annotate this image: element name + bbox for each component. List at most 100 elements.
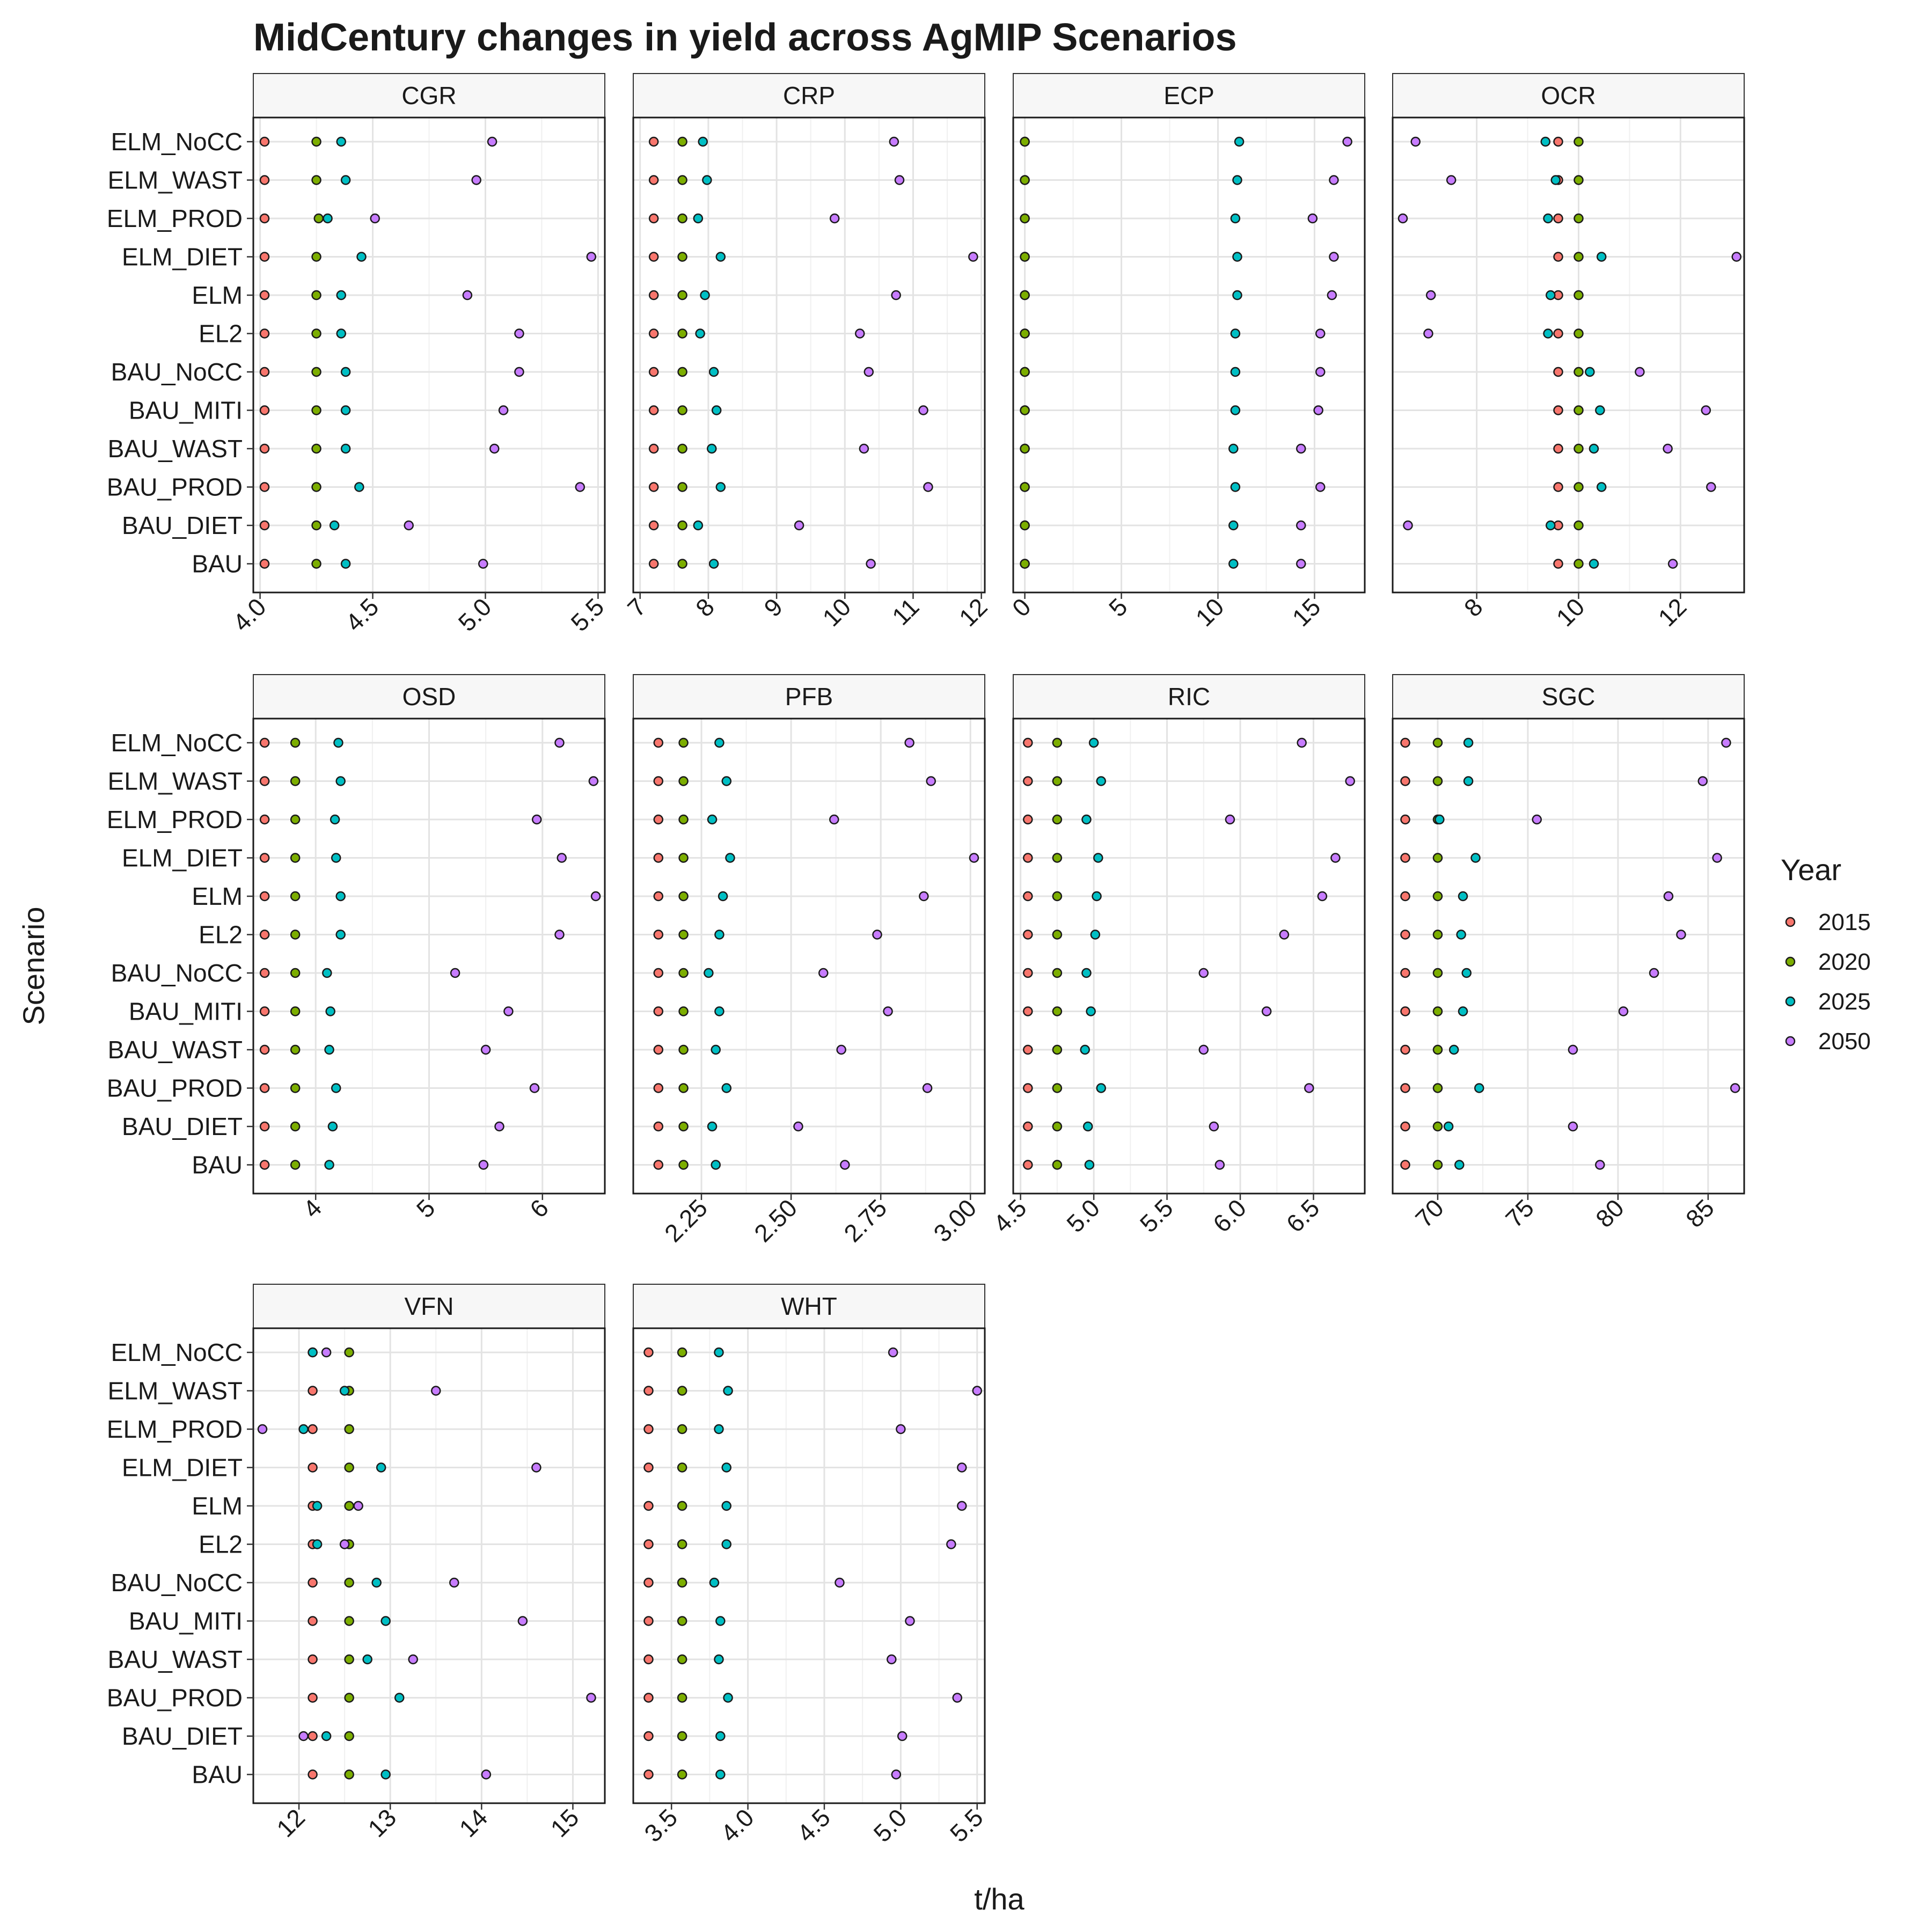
- point-2015: [308, 1577, 318, 1588]
- y-tick-label: BAU_MITI: [129, 998, 243, 1026]
- point-2025: [331, 853, 341, 863]
- facet-strip: [633, 1284, 985, 1329]
- point-2015: [1400, 737, 1410, 748]
- point-2050: [1329, 175, 1339, 185]
- point-2025: [321, 1731, 332, 1741]
- point-2050: [923, 482, 933, 492]
- point-2050: [946, 1539, 956, 1549]
- point-2015: [1023, 776, 1033, 786]
- point-2025: [698, 136, 708, 147]
- point-2025: [298, 1424, 309, 1435]
- point-2050: [1701, 405, 1711, 415]
- point-2025: [711, 1160, 721, 1170]
- point-2020: [678, 1083, 689, 1093]
- point-2025: [308, 1347, 318, 1358]
- point-2050: [554, 737, 565, 748]
- point-2050: [408, 1654, 418, 1665]
- point-2025: [1230, 405, 1241, 415]
- point-2025: [714, 1424, 724, 1435]
- point-2050: [498, 405, 509, 415]
- point-2025: [721, 1501, 731, 1511]
- data-points: [259, 737, 601, 1170]
- y-tick-label: ELM_PROD: [107, 806, 243, 833]
- point-2025: [718, 891, 728, 902]
- facet-label: OSD: [402, 683, 456, 711]
- point-2015: [1023, 1044, 1033, 1055]
- point-2050: [1532, 814, 1542, 825]
- point-2025: [354, 482, 364, 492]
- point-2050: [531, 814, 542, 825]
- point-2020: [344, 1501, 354, 1511]
- y-axis-title: Scenario: [17, 906, 50, 1025]
- point-2025: [324, 1044, 334, 1055]
- point-2015: [1023, 968, 1033, 978]
- point-2020: [677, 175, 687, 185]
- point-2020: [1052, 930, 1063, 940]
- y-tick-label: BAU_MITI: [129, 1607, 243, 1635]
- point-2020: [1052, 1044, 1063, 1055]
- point-2050: [1712, 853, 1722, 863]
- facet-strip: [1013, 73, 1365, 118]
- point-2050: [1315, 328, 1326, 339]
- point-2020: [1020, 328, 1030, 339]
- point-2050: [793, 1121, 803, 1132]
- y-tick-label: ELM_WAST: [108, 1377, 243, 1405]
- point-2015: [653, 1083, 664, 1093]
- point-2050: [1329, 252, 1339, 262]
- facet-strip: [1392, 674, 1745, 719]
- point-2025: [1463, 737, 1474, 748]
- point-2015: [643, 1424, 654, 1435]
- point-2050: [889, 136, 899, 147]
- point-2015: [648, 136, 659, 147]
- point-2020: [311, 175, 321, 185]
- panel-border: [1392, 116, 1745, 594]
- point-2020: [678, 737, 689, 748]
- point-2025: [1435, 814, 1445, 825]
- point-2020: [677, 1577, 687, 1588]
- point-2050: [855, 328, 865, 339]
- point-2015: [1553, 367, 1563, 377]
- point-2025: [1086, 1006, 1096, 1016]
- point-2050: [529, 1083, 540, 1093]
- point-2025: [1082, 1121, 1093, 1132]
- point-2015: [1023, 891, 1033, 902]
- point-2015: [1553, 252, 1563, 262]
- point-2020: [677, 482, 687, 492]
- point-2025: [1546, 290, 1556, 301]
- chart-title: MidCentury changes in yield across AgMIP…: [253, 16, 1237, 59]
- x-axis-title: t/ha: [974, 1882, 1024, 1916]
- point-2050: [1297, 737, 1307, 748]
- point-2015: [1400, 1006, 1410, 1016]
- point-2025: [1474, 1083, 1484, 1093]
- point-2020: [677, 1693, 687, 1703]
- point-2015: [1553, 405, 1563, 415]
- point-2025: [330, 814, 340, 825]
- point-2025: [1090, 930, 1101, 940]
- point-2025: [335, 930, 346, 940]
- point-2050: [904, 737, 914, 748]
- facet-label: WHT: [781, 1292, 837, 1320]
- gridlines: [253, 1328, 605, 1803]
- y-tick-label: BAU: [192, 550, 243, 578]
- point-2050: [1225, 814, 1235, 825]
- point-2020: [1432, 1083, 1443, 1093]
- point-2015: [648, 367, 659, 377]
- point-2020: [677, 213, 687, 224]
- point-2015: [648, 559, 659, 569]
- point-2020: [290, 1083, 301, 1093]
- facet-label: CRP: [783, 82, 835, 109]
- point-2020: [290, 1006, 301, 1016]
- facet-label: CGR: [401, 82, 456, 109]
- point-2025: [1096, 1083, 1106, 1093]
- point-2050: [1403, 520, 1413, 531]
- point-2025: [340, 443, 351, 454]
- point-2050: [471, 175, 481, 185]
- point-2050: [1209, 1121, 1219, 1132]
- point-2025: [323, 213, 333, 224]
- point-2050: [922, 1083, 933, 1093]
- point-2025: [1228, 443, 1239, 454]
- point-2020: [1020, 405, 1030, 415]
- point-2025: [312, 1501, 323, 1511]
- point-2025: [695, 328, 705, 339]
